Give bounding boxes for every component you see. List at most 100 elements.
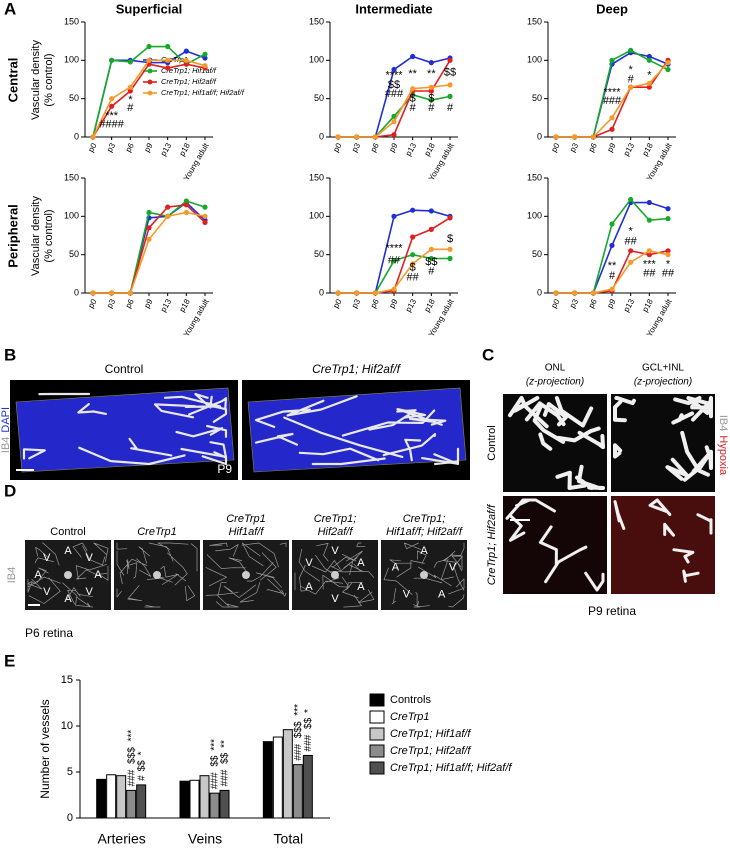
x-tick-label: p0 (86, 141, 99, 154)
vessel-letter: V (86, 586, 94, 598)
vessel-letter: A (438, 588, 446, 600)
data-point (428, 84, 434, 90)
significance-mark: ### (210, 772, 221, 789)
legend-label: CreTrp1; Hif2af/f (390, 745, 471, 757)
bar (136, 784, 147, 819)
significance-mark: **** (385, 70, 403, 82)
vessel-letter: V (449, 561, 457, 573)
x-tick-label: Total (274, 831, 304, 847)
y-tick-label: 50 (532, 93, 542, 103)
y-tick-label: 150 (527, 16, 542, 26)
image-label: Hif2af/f (318, 526, 354, 538)
significance-mark: $ (410, 262, 416, 274)
data-point (354, 290, 360, 296)
bar (199, 775, 210, 819)
y-tick-label: 0 (537, 131, 542, 141)
data-point (127, 59, 133, 65)
data-point (665, 248, 671, 254)
significance-mark: *** (105, 110, 119, 122)
x-tick-label: p18 (177, 297, 192, 314)
data-point (572, 290, 578, 296)
data-point (609, 221, 615, 227)
significance-mark: # (609, 270, 616, 282)
legend-swatch (369, 744, 385, 758)
vessel-letter: V (43, 586, 51, 598)
data-point (447, 255, 453, 262)
significance-mark: ### (220, 769, 231, 786)
vessel-letter: A (64, 593, 72, 605)
data-point (410, 234, 416, 240)
legend-label: CreTrp1 (390, 711, 430, 723)
x-tick-label: p13 (159, 141, 174, 158)
vessel-texture (22, 392, 228, 466)
data-point (646, 252, 652, 258)
data-point (428, 97, 434, 103)
x-tick-label: p3 (350, 141, 363, 154)
legend-label: CreTrp1; Hif1af/f; Hif2af/f (161, 88, 245, 97)
data-point (391, 113, 397, 119)
data-point (372, 290, 378, 296)
side-label: IB4 (6, 567, 18, 584)
x-tick-label: p6 (369, 141, 382, 154)
vessel-letter: V (305, 557, 313, 569)
x-tick-label: p18 (422, 141, 437, 158)
data-point (183, 48, 189, 54)
data-point (391, 132, 397, 138)
data-point (202, 219, 208, 226)
data-point (646, 53, 652, 60)
panel-label: E (4, 651, 15, 670)
y-axis-label: (% control) (43, 53, 55, 106)
vessel-texture (27, 542, 109, 608)
y-tick-label: 0 (537, 287, 542, 297)
significance-mark: ## (407, 272, 420, 284)
y-tick-label: 50 (69, 249, 79, 259)
column-label: GCL+INL (642, 363, 684, 374)
data-point (609, 242, 615, 249)
data-point (165, 43, 171, 50)
hypoxia-signal (611, 496, 715, 594)
y-tick-label: 150 (527, 172, 542, 182)
data-point (447, 82, 453, 88)
x-tick-label: p0 (86, 297, 99, 310)
vessel-texture (254, 395, 460, 466)
data-point (447, 215, 453, 221)
y-tick-label: 0 (74, 131, 79, 141)
legend-label: CreTrp1; Hif1af/f; Hif2af/f (390, 762, 512, 774)
x-tick-label: p6 (124, 141, 137, 154)
data-point (109, 290, 115, 296)
image-label: CreTrp1; (403, 513, 446, 525)
data-point (646, 217, 652, 223)
x-tick-label: Veins (188, 831, 222, 847)
x-tick-label: p13 (622, 141, 637, 158)
data-point (428, 88, 434, 94)
bar (302, 754, 313, 819)
column-label: (z-projection) (634, 377, 692, 388)
x-tick-label: p18 (177, 141, 192, 158)
data-point (628, 47, 634, 53)
data-point (127, 88, 133, 94)
y-axis-label: (% control) (43, 209, 55, 262)
legend-label: CreTrp1; Hif2af/f (161, 77, 217, 86)
x-tick-label: p0 (549, 297, 562, 310)
significance-mark: **** (385, 242, 403, 254)
stain-label: IB4 (717, 415, 729, 432)
significance-mark: #### (99, 119, 124, 131)
significance-mark: $ (428, 93, 434, 105)
significance-mark: # (428, 102, 435, 114)
significance-mark: $$ (220, 752, 231, 764)
data-point (146, 236, 152, 242)
data-point (183, 198, 189, 204)
data-point (127, 290, 133, 296)
image-label: CreTrp1 (226, 513, 266, 525)
vessel-texture (505, 498, 605, 592)
y-tick-label: 100 (309, 55, 324, 65)
data-point (109, 103, 115, 109)
data-point (428, 226, 434, 232)
legend-label: CreTrp1 (161, 55, 188, 64)
vessel-texture (116, 542, 198, 608)
data-point (428, 208, 434, 214)
vessel-letter: V (331, 593, 339, 605)
vessel-letter: V (331, 545, 339, 557)
y-tick-label: 0 (74, 287, 79, 297)
